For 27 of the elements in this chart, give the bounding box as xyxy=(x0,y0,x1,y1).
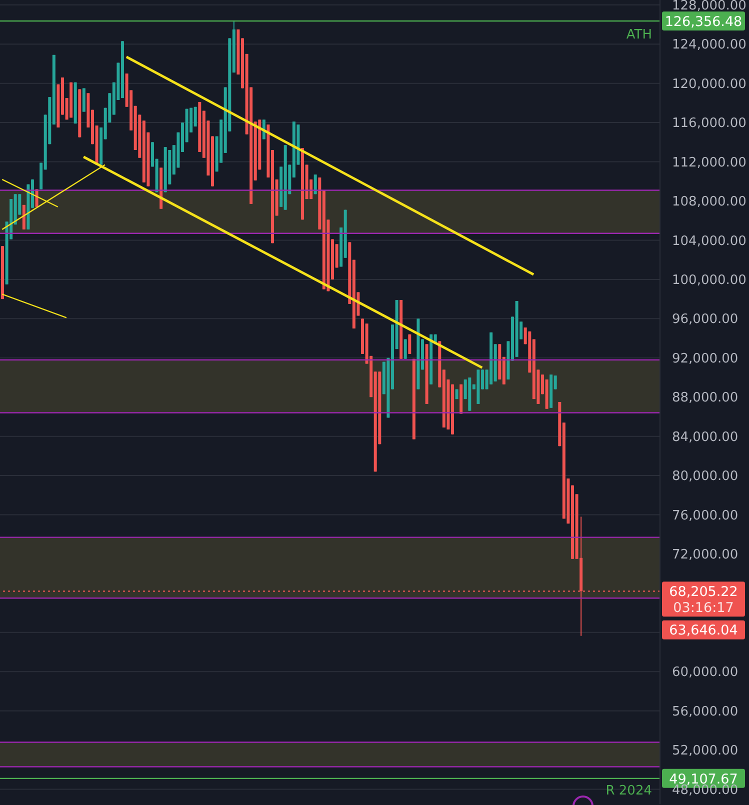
ref-line-label: 126,356.48 xyxy=(664,14,742,30)
text: 03:16:17 xyxy=(673,600,734,616)
candlestick xyxy=(408,334,412,354)
text: 63,646.04 xyxy=(669,622,738,639)
y-tick-label: 108,000.00 xyxy=(672,194,746,210)
y-tick-label: 80,000.00 xyxy=(672,469,738,484)
y-tick-label: 84,000.00 xyxy=(672,430,738,445)
y-tick-label: 76,000.00 xyxy=(672,508,738,524)
y-tick-label: 104,000.00 xyxy=(672,234,746,249)
y-tick-label: 112,000.00 xyxy=(672,155,746,170)
y-tick-label: 92,000.00 xyxy=(672,351,738,366)
candlestick xyxy=(404,338,407,360)
y-tick-label: 52,000.00 xyxy=(672,744,738,759)
y-tick-label: 56,000.00 xyxy=(672,704,738,720)
y-tick-label: 100,000.00 xyxy=(672,272,746,288)
y-tick-label: 116,000.00 xyxy=(672,116,746,132)
annotation: ATH xyxy=(626,27,652,42)
y-tick-label: 88,000.00 xyxy=(672,390,738,406)
annotation: R 2024 xyxy=(606,784,652,799)
candlestick xyxy=(82,88,86,112)
y-tick-label: 128,000.00 xyxy=(672,0,746,14)
ref-line-label: 68,205.22 xyxy=(669,584,738,600)
y-tick-label: 120,000.00 xyxy=(672,76,746,92)
y-tick-label: 96,000.00 xyxy=(672,312,738,328)
y-tick-label: 124,000.00 xyxy=(672,38,746,53)
y-tick-label: 72,000.00 xyxy=(672,548,738,563)
y-tick-label: 60,000.00 xyxy=(672,665,738,680)
